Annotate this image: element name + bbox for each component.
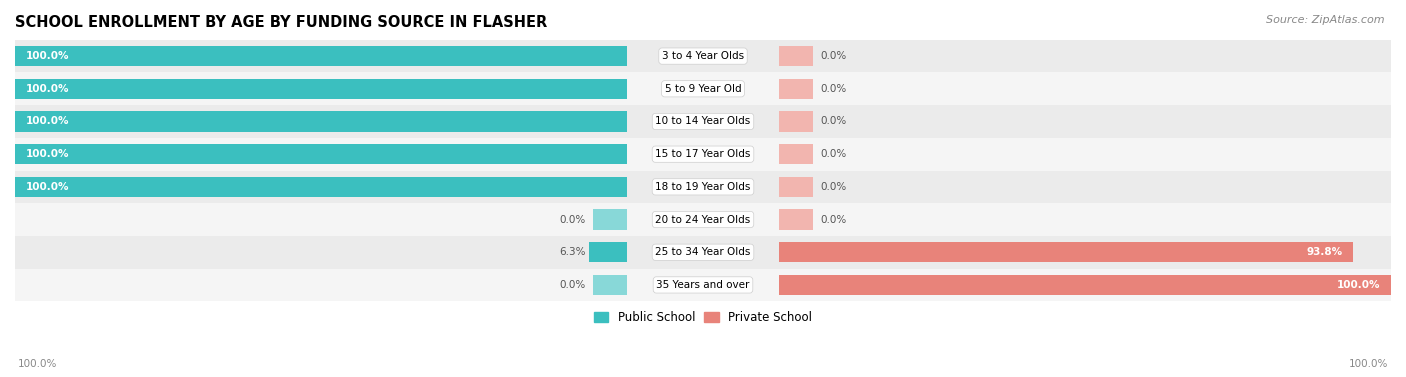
Text: 20 to 24 Year Olds: 20 to 24 Year Olds xyxy=(655,215,751,225)
Text: 0.0%: 0.0% xyxy=(820,215,846,225)
Bar xyxy=(779,242,813,262)
Text: 100.0%: 100.0% xyxy=(1348,359,1388,369)
Bar xyxy=(15,40,1391,72)
Bar xyxy=(779,275,813,295)
Bar xyxy=(779,177,813,197)
Text: 35 Years and over: 35 Years and over xyxy=(657,280,749,290)
Bar xyxy=(779,242,1353,262)
Bar xyxy=(15,144,627,164)
Bar xyxy=(593,111,627,132)
Text: 5 to 9 Year Old: 5 to 9 Year Old xyxy=(665,84,741,94)
Text: 0.0%: 0.0% xyxy=(820,149,846,159)
Text: 100.0%: 100.0% xyxy=(25,116,69,126)
Text: 0.0%: 0.0% xyxy=(820,182,846,192)
Bar xyxy=(15,46,627,66)
Bar xyxy=(779,275,1391,295)
Bar xyxy=(779,79,813,99)
Bar xyxy=(593,275,627,295)
Bar xyxy=(779,111,813,132)
Bar xyxy=(15,177,627,197)
Bar xyxy=(15,72,1391,105)
Text: 25 to 34 Year Olds: 25 to 34 Year Olds xyxy=(655,247,751,257)
Bar xyxy=(593,209,627,230)
Text: Source: ZipAtlas.com: Source: ZipAtlas.com xyxy=(1267,15,1385,25)
Bar xyxy=(779,46,813,66)
Text: 0.0%: 0.0% xyxy=(820,116,846,126)
Bar xyxy=(593,144,627,164)
Bar xyxy=(15,111,627,132)
Bar xyxy=(15,236,1391,268)
Text: 18 to 19 Year Olds: 18 to 19 Year Olds xyxy=(655,182,751,192)
Bar xyxy=(15,268,1391,301)
Text: 0.0%: 0.0% xyxy=(560,280,586,290)
Bar xyxy=(593,177,627,197)
Text: 6.3%: 6.3% xyxy=(560,247,586,257)
Text: 100.0%: 100.0% xyxy=(25,51,69,61)
Bar xyxy=(589,242,627,262)
Text: 100.0%: 100.0% xyxy=(1337,280,1381,290)
Bar xyxy=(593,79,627,99)
Bar xyxy=(15,170,1391,203)
Text: 93.8%: 93.8% xyxy=(1306,247,1343,257)
Bar xyxy=(15,105,1391,138)
Bar xyxy=(779,144,813,164)
Bar xyxy=(779,209,813,230)
Text: 100.0%: 100.0% xyxy=(18,359,58,369)
Text: 0.0%: 0.0% xyxy=(560,215,586,225)
Text: 100.0%: 100.0% xyxy=(25,149,69,159)
Text: 0.0%: 0.0% xyxy=(820,84,846,94)
Text: 10 to 14 Year Olds: 10 to 14 Year Olds xyxy=(655,116,751,126)
Bar xyxy=(593,242,627,262)
Bar xyxy=(593,46,627,66)
Text: 100.0%: 100.0% xyxy=(25,84,69,94)
Text: 3 to 4 Year Olds: 3 to 4 Year Olds xyxy=(662,51,744,61)
Text: 100.0%: 100.0% xyxy=(25,182,69,192)
Text: SCHOOL ENROLLMENT BY AGE BY FUNDING SOURCE IN FLASHER: SCHOOL ENROLLMENT BY AGE BY FUNDING SOUR… xyxy=(15,15,547,30)
Bar xyxy=(15,138,1391,170)
Bar xyxy=(15,79,627,99)
Text: 15 to 17 Year Olds: 15 to 17 Year Olds xyxy=(655,149,751,159)
Text: 0.0%: 0.0% xyxy=(820,51,846,61)
Legend: Public School, Private School: Public School, Private School xyxy=(589,307,817,329)
Bar xyxy=(15,203,1391,236)
